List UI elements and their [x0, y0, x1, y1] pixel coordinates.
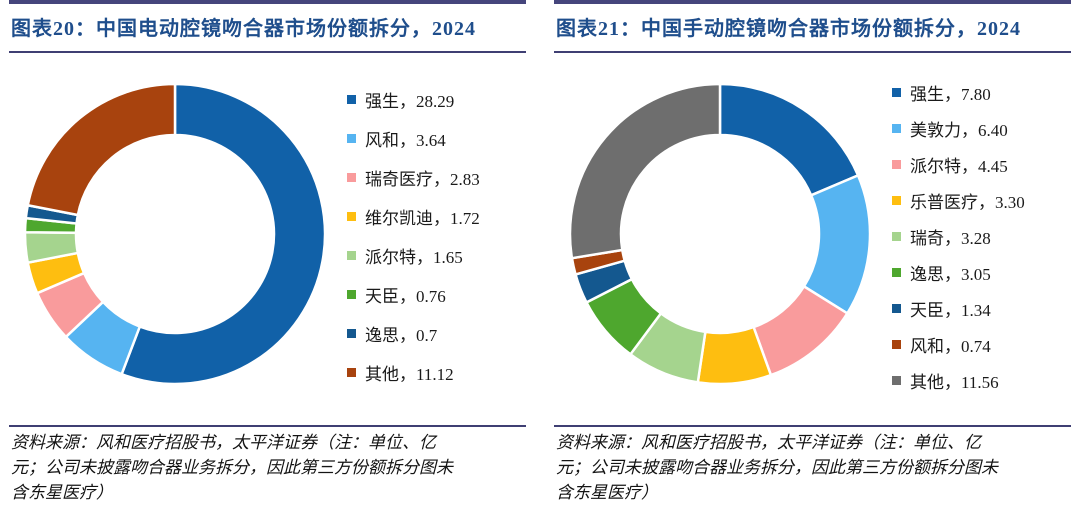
chart-title: 图表20：中国电动腔镜吻合器市场份额拆分，2024	[11, 18, 476, 40]
legend-label: 天臣，0.76	[365, 287, 446, 306]
legend-marker-icon	[347, 95, 356, 104]
legend-marker-icon	[892, 87, 901, 97]
legend-label: 其他，11.56	[910, 372, 999, 392]
legend-marker-icon	[892, 267, 901, 277]
chart-legend: 强生，28.29 风和，3.64 瑞奇医疗，2.83 维尔凯迪，1.72 派尔特，1.6…	[347, 87, 480, 385]
title-divider	[554, 51, 1071, 53]
legend-label: 强生，28.29	[365, 92, 455, 111]
legend-label: 逸思，3.05	[910, 264, 991, 284]
donut-chart-electric	[23, 82, 327, 386]
legend-label: 风和，3.64	[365, 131, 446, 150]
legend-marker-icon	[892, 375, 901, 385]
legend-label: 派尔特，1.65	[365, 248, 463, 267]
legend-item-派尔特: 派尔特，1.65	[347, 243, 480, 268]
legend-label: 天臣，1.34	[910, 300, 991, 320]
legend-item-逸思: 逸思，0.7	[347, 321, 480, 346]
legend-item-维尔凯迪: 维尔凯迪，1.72	[347, 204, 480, 229]
panel-figure-21-manual-stapler: 图表21：中国手动腔镜吻合器市场份额拆分，2024 强生，7.80 美敦力，6.4…	[554, 0, 1071, 505]
chart-title: 图表21：中国手动腔镜吻合器市场份额拆分，2024	[556, 18, 1021, 40]
donut-slice-强生	[718, 82, 860, 197]
legend-label: 强生，7.80	[910, 84, 991, 104]
legend-item-瑞奇: 瑞奇，3.28	[892, 224, 1025, 249]
footer-divider	[554, 425, 1071, 427]
legend-item-风和: 风和，3.64	[347, 126, 480, 151]
legend-item-强生: 强生，28.29	[347, 87, 480, 112]
legend-label: 维尔凯迪，1.72	[365, 209, 480, 228]
legend-marker-icon	[347, 173, 356, 182]
legend-label: 瑞奇医疗，2.83	[365, 170, 480, 189]
legend-item-其他: 其他，11.56	[892, 368, 1025, 393]
legend-label: 乐普医疗，3.30	[910, 192, 1025, 212]
legend-marker-icon	[347, 251, 356, 260]
chart-area: 强生，7.80 美敦力，6.40 派尔特，4.45 乐普医疗，3.30 瑞奇，3.28 逸…	[554, 53, 1071, 425]
legend-label: 风和，0.74	[910, 336, 991, 356]
chart-legend: 强生，7.80 美敦力，6.40 派尔特，4.45 乐普医疗，3.30 瑞奇，3.28 逸…	[892, 80, 1025, 393]
legend-marker-icon	[892, 195, 901, 205]
panel-top-bar	[554, 0, 1071, 4]
legend-item-天臣: 天臣，1.34	[892, 296, 1025, 321]
legend-marker-icon	[347, 368, 356, 377]
legend-item-风和: 风和，0.74	[892, 332, 1025, 357]
donut-slice-其他	[568, 82, 722, 260]
legend-marker-icon	[347, 290, 356, 299]
legend-label: 其他，11.12	[365, 365, 454, 384]
legend-item-天臣: 天臣，0.76	[347, 282, 480, 307]
legend-marker-icon	[892, 231, 901, 241]
panel-top-bar	[9, 0, 526, 4]
legend-marker-icon	[347, 134, 356, 143]
legend-item-美敦力: 美敦力，6.40	[892, 116, 1025, 141]
legend-marker-icon	[892, 303, 901, 313]
legend-marker-icon	[347, 329, 356, 338]
legend-item-强生: 强生，7.80	[892, 80, 1025, 105]
legend-label: 瑞奇，3.28	[910, 228, 991, 248]
legend-item-瑞奇医疗: 瑞奇医疗，2.83	[347, 165, 480, 190]
chart-area: 强生，28.29 风和，3.64 瑞奇医疗，2.83 维尔凯迪，1.72 派尔特，1.6…	[9, 53, 526, 425]
legend-label: 逸思，0.7	[365, 326, 438, 345]
legend-item-乐普医疗: 乐普医疗，3.30	[892, 188, 1025, 213]
donut-chart-manual	[568, 82, 872, 386]
legend-marker-icon	[892, 123, 901, 133]
donut-slice-强生	[120, 82, 327, 386]
source-note: 资料来源：风和医疗招股书，太平洋证券（注：单位、亿元；公司未披露吻合器业务拆分，…	[11, 433, 453, 502]
legend-label: 美敦力，6.40	[910, 120, 1008, 140]
panel-figure-20-electric-stapler: 图表20：中国电动腔镜吻合器市场份额拆分，2024 强生，28.29 风和，3.6…	[9, 0, 526, 505]
legend-label: 派尔特，4.45	[910, 156, 1008, 176]
source-note: 资料来源：风和医疗招股书，太平洋证券（注：单位、亿元；公司未披露吻合器业务拆分，…	[556, 433, 998, 502]
legend-marker-icon	[892, 159, 901, 169]
legend-marker-icon	[892, 339, 901, 349]
footer-divider	[9, 425, 526, 427]
legend-item-逸思: 逸思，3.05	[892, 260, 1025, 285]
donut-slice-其他	[26, 82, 177, 217]
title-divider	[9, 51, 526, 53]
legend-marker-icon	[347, 212, 356, 221]
legend-item-派尔特: 派尔特，4.45	[892, 152, 1025, 177]
legend-item-其他: 其他，11.12	[347, 360, 480, 385]
